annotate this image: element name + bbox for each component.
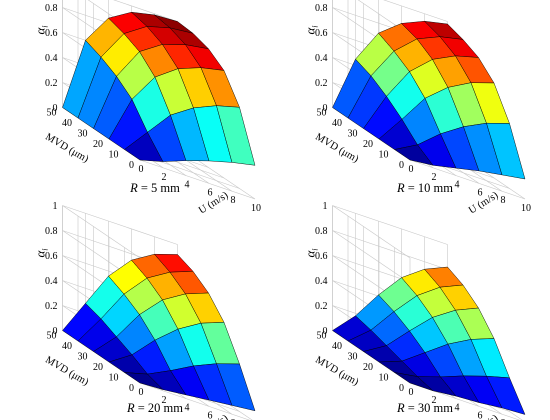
mvd-tick-label: 50 <box>47 108 57 119</box>
surface-patch <box>216 105 256 166</box>
mvd-tick-label: 30 <box>78 129 88 140</box>
u-tick-label: 8 <box>231 418 236 420</box>
z-tick-label: 0.4 <box>45 53 58 64</box>
mvd-tick-label: 10 <box>109 150 119 161</box>
z-tick-label: 0 <box>323 326 328 337</box>
z-tick-label: 0 <box>53 326 58 337</box>
mvd-tick-label: 50 <box>317 331 327 342</box>
chart-panel-2: 00.20.40.60.81αi010203040500246810MVD (μ… <box>303 0 531 217</box>
z-tick-label: 0.8 <box>45 3 58 14</box>
chart-panel-1: 00.20.40.60.81αi010203040500246810MVD (μ… <box>33 0 261 217</box>
u-tick-label: 2 <box>162 172 167 183</box>
z-tick-label: 0.4 <box>315 276 328 287</box>
u-tick-label: 10 <box>521 203 531 214</box>
panel-caption: R = 20 mm <box>126 401 183 415</box>
mvd-tick-label: 0 <box>399 160 404 171</box>
z-axis-label: αi <box>303 25 320 34</box>
u-tick-label: 2 <box>432 395 437 406</box>
z-tick-label: 0.4 <box>315 53 328 64</box>
u-tick-label: 6 <box>208 410 213 420</box>
surface <box>332 266 526 415</box>
u-tick-label: 8 <box>231 195 236 206</box>
z-tick-label: 0.2 <box>315 301 328 312</box>
mvd-tick-label: 30 <box>348 352 358 363</box>
u-axis-label: U (m/s) <box>467 413 501 420</box>
mvd-tick-label: 40 <box>332 341 342 352</box>
u-tick-label: 0 <box>409 387 414 398</box>
surface-patch <box>486 122 526 180</box>
panel-caption: R = 5 mm <box>129 181 180 195</box>
z-tick-label: 0.6 <box>315 28 328 39</box>
surface <box>62 11 256 166</box>
u-axis-label: U (m/s) <box>197 413 231 420</box>
mvd-tick-label: 30 <box>78 352 88 363</box>
mvd-tick-label: 50 <box>47 331 57 342</box>
z-tick-label: 0 <box>53 103 58 114</box>
z-tick-label: 0.2 <box>45 301 58 312</box>
u-tick-label: 4 <box>185 403 190 414</box>
panel-caption: R = 10 mm <box>396 181 453 195</box>
chart-panel-3: 00.20.40.60.81αi010203040500246810MVD (μ… <box>33 201 256 420</box>
mvd-tick-label: 10 <box>379 373 389 384</box>
surface <box>332 20 526 180</box>
u-tick-label: 8 <box>501 418 506 420</box>
z-axis-label: αi <box>303 248 320 257</box>
z-tick-label: 0.8 <box>315 226 328 237</box>
z-tick-label: 0.8 <box>315 3 328 14</box>
u-tick-label: 2 <box>162 395 167 406</box>
u-tick-label: 4 <box>185 180 190 191</box>
surface-patch <box>216 363 256 412</box>
u-tick-label: 2 <box>432 172 437 183</box>
chart-panel-4: 00.20.40.60.81αi010203040500246810MVD (μ… <box>303 201 526 420</box>
surface-patch <box>486 375 526 415</box>
u-tick-label: 10 <box>251 203 261 214</box>
mvd-tick-label: 50 <box>317 108 327 119</box>
mvd-tick-label: 20 <box>363 139 373 150</box>
mvd-tick-label: 0 <box>399 383 404 394</box>
mvd-tick-label: 0 <box>129 383 134 394</box>
panel-caption: R = 30 mm <box>396 401 453 415</box>
z-tick-label: 0.6 <box>45 28 58 39</box>
u-tick-label: 0 <box>139 164 144 175</box>
z-tick-label: 0 <box>323 103 328 114</box>
z-tick-label: 0.4 <box>45 276 58 287</box>
z-tick-label: 0.2 <box>315 78 328 89</box>
mvd-tick-label: 0 <box>129 160 134 171</box>
z-tick-label: 0.8 <box>45 226 58 237</box>
mvd-tick-label: 10 <box>379 150 389 161</box>
z-tick-label: 0.6 <box>45 251 58 262</box>
u-tick-label: 6 <box>478 187 483 198</box>
mvd-tick-label: 20 <box>93 362 103 373</box>
u-tick-label: 6 <box>208 187 213 198</box>
u-tick-label: 4 <box>455 403 460 414</box>
z-tick-label: 1 <box>323 201 328 212</box>
mvd-tick-label: 20 <box>93 139 103 150</box>
u-tick-label: 6 <box>478 410 483 420</box>
u-tick-label: 4 <box>455 180 460 191</box>
u-axis-label: U (m/s) <box>197 190 231 217</box>
u-tick-label: 0 <box>409 164 414 175</box>
u-tick-label: 8 <box>501 195 506 206</box>
z-axis-label: αi <box>33 25 50 34</box>
u-axis-label: U (m/s) <box>467 190 501 217</box>
mvd-tick-label: 40 <box>62 341 72 352</box>
surface <box>62 253 256 412</box>
mvd-tick-label: 10 <box>109 373 119 384</box>
z-tick-label: 1 <box>53 201 58 212</box>
z-tick-label: 0.2 <box>45 78 58 89</box>
mvd-tick-label: 20 <box>363 362 373 373</box>
u-tick-label: 0 <box>139 387 144 398</box>
mvd-tick-label: 30 <box>348 129 358 140</box>
z-tick-label: 0.6 <box>315 251 328 262</box>
z-axis-label: αi <box>33 248 50 257</box>
mvd-tick-label: 40 <box>332 118 342 129</box>
mvd-tick-label: 40 <box>62 118 72 129</box>
